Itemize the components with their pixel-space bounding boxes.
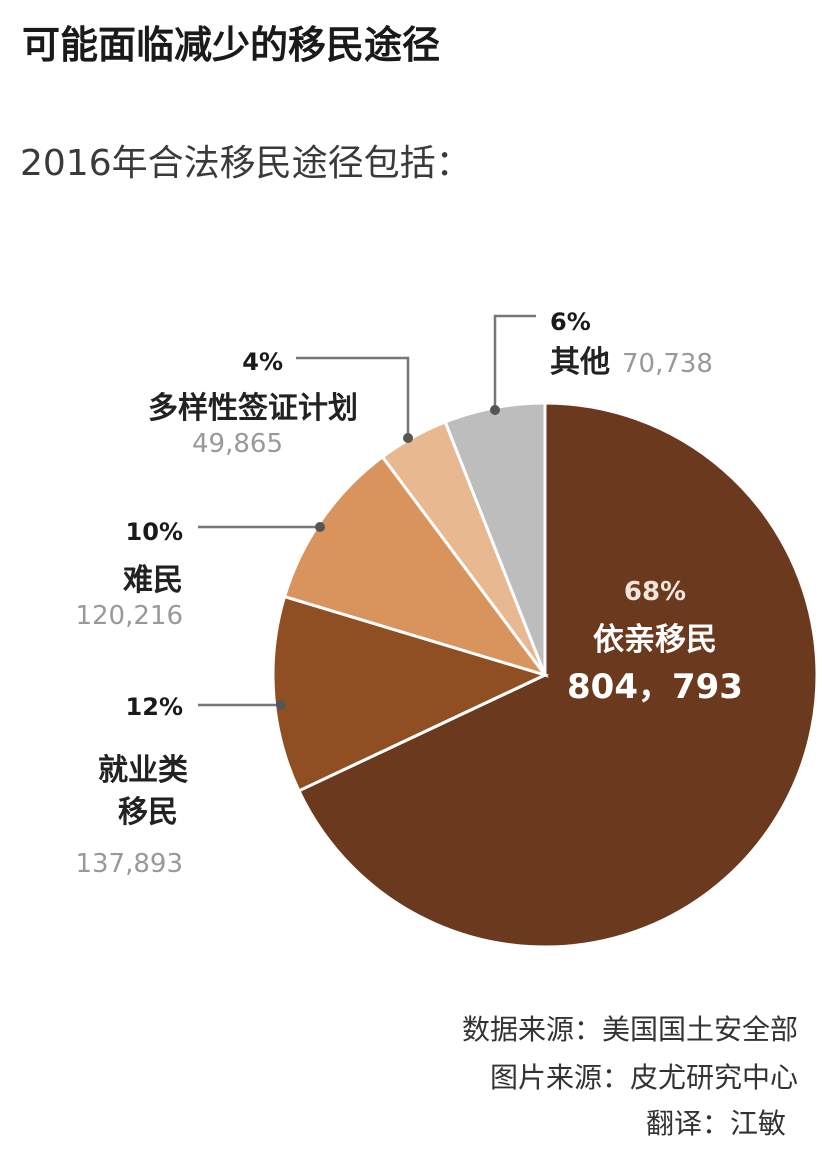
image-source-note: 图片来源：皮尤研究中心 <box>489 1061 798 1094</box>
slice-value-label: 804，793 <box>567 667 743 707</box>
slice-percent-label: 12% <box>126 693 183 721</box>
leader-dot <box>403 433 413 443</box>
data-source-note: 数据来源：美国国土安全部 <box>461 1013 798 1046</box>
chart-title: 可能面临减少的移民途径 <box>22 23 441 67</box>
leader-dot <box>276 700 286 710</box>
pie-slice-2 <box>282 454 549 678</box>
pie-slice-0 <box>296 401 819 949</box>
slice-value-label: 137,893 <box>75 849 183 879</box>
leader-line <box>493 314 536 410</box>
slice-value-label: 70,738 <box>622 349 713 379</box>
leader-line <box>296 356 410 438</box>
slice-percent-label: 10% <box>126 518 183 546</box>
slice-value-label: 49,865 <box>192 429 283 459</box>
slice-name-label: 就业类 <box>98 753 188 788</box>
pie-slice-1 <box>271 594 550 793</box>
slice-percent-label: 4% <box>242 348 283 376</box>
slice-percent-label: 6% <box>550 308 591 336</box>
slice-name-label: 依亲移民 <box>593 622 717 658</box>
slice-percent-label: 68% <box>624 577 686 607</box>
slice-value-label: 120,216 <box>75 601 183 631</box>
slice-name-label: 其他 <box>550 345 610 380</box>
chart-subtitle: 2016年合法移民途径包括： <box>20 143 472 184</box>
slice-name-label: 难民 <box>122 563 183 598</box>
leader-dot <box>490 405 500 415</box>
translator-note: 翻译：江敏 <box>645 1107 786 1140</box>
leader-dot <box>315 522 325 532</box>
slice-name-label: 移民 <box>118 795 178 830</box>
slice-name-label: 多样性签证计划 <box>148 391 358 426</box>
